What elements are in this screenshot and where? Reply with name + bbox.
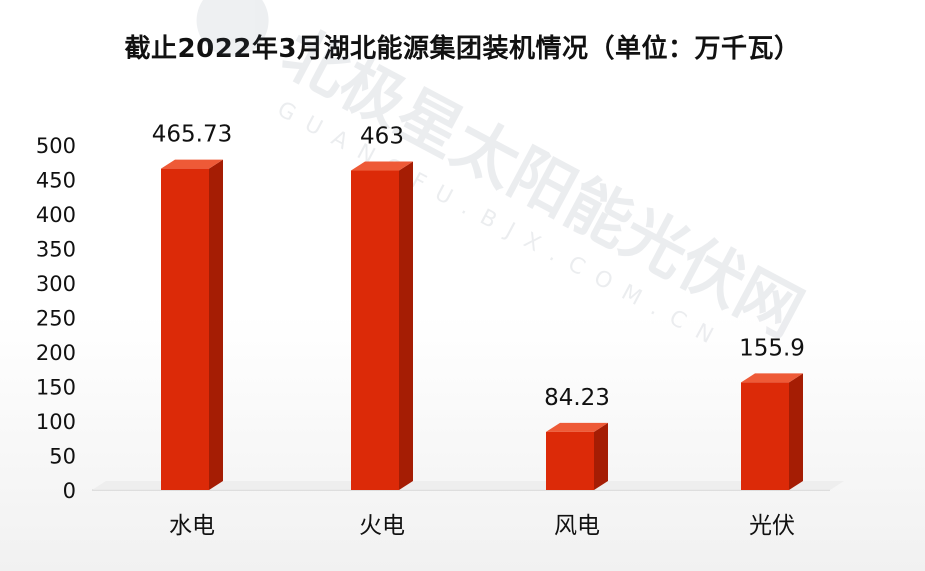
data-label: 463 xyxy=(360,124,404,150)
bar xyxy=(546,422,608,490)
y-tick-label: 150 xyxy=(36,376,76,400)
bar-top xyxy=(351,161,413,171)
category-label: 火电 xyxy=(359,513,405,539)
category-labels: 水电 火电 风电 光伏 xyxy=(169,513,795,539)
bar-top xyxy=(161,159,223,169)
data-label: 465.73 xyxy=(152,122,232,148)
y-tick-label: 50 xyxy=(49,445,76,469)
bar xyxy=(741,373,803,490)
bar-top xyxy=(546,422,608,432)
bar-side xyxy=(209,159,223,490)
category-label: 风电 xyxy=(554,513,600,539)
bar-front xyxy=(741,382,789,490)
data-label: 155.9 xyxy=(739,335,805,361)
y-tick-label: 250 xyxy=(36,307,76,331)
y-tick-label: 450 xyxy=(36,169,76,193)
bar-side xyxy=(594,422,608,490)
data-label: 84.23 xyxy=(544,385,610,411)
bar-front xyxy=(161,168,209,490)
data-labels: 465.73 463 84.23 155.9 xyxy=(152,122,805,411)
bar-top xyxy=(741,373,803,383)
y-tick-label: 200 xyxy=(36,341,76,365)
y-tick-label: 0 xyxy=(63,479,76,503)
x-axis xyxy=(92,481,844,491)
y-axis: 0 50 100 150 200 250 300 350 400 450 500 xyxy=(36,134,76,503)
bar-front xyxy=(546,431,594,490)
chart-title: 截止2022年3月湖北能源集团装机情况（单位：万千瓦） xyxy=(124,34,801,64)
bars xyxy=(161,159,803,490)
y-tick-label: 350 xyxy=(36,238,76,262)
bar-front xyxy=(351,170,399,490)
bar xyxy=(351,161,413,490)
chart-floor xyxy=(92,481,844,490)
y-tick-label: 300 xyxy=(36,272,76,296)
bar xyxy=(161,159,223,490)
category-label: 水电 xyxy=(169,513,215,539)
bar-side xyxy=(399,161,413,490)
category-label: 光伏 xyxy=(749,513,795,539)
bar-side xyxy=(789,373,803,490)
y-tick-label: 100 xyxy=(36,410,76,434)
y-tick-label: 400 xyxy=(36,203,76,227)
y-tick-label: 500 xyxy=(36,134,76,158)
